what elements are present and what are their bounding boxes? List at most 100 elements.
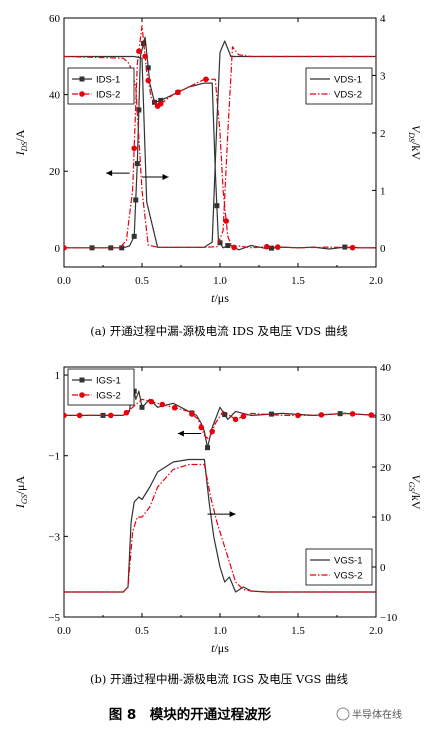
- series-group: [64, 382, 376, 593]
- watermark-text: 半导体在线: [352, 708, 402, 721]
- y-left-tick-label: 0: [55, 243, 61, 255]
- y-left-tick-label: 20: [49, 166, 61, 178]
- y-left-tick-label: 60: [49, 13, 61, 25]
- legend-left-marker: [79, 377, 85, 383]
- legend-right-box: [305, 548, 373, 586]
- y-left-tick-label: −5: [48, 612, 60, 624]
- x-tick-label: 0.0: [57, 625, 71, 637]
- y-left-axis-label-unit: /μA: [13, 476, 27, 495]
- series-marker-igs-2: [123, 409, 130, 416]
- x-axis-label-var: t: [211, 641, 215, 655]
- series-group: [64, 25, 376, 251]
- series-marker-igs-1: [205, 445, 211, 451]
- series-marker-ids-2: [136, 48, 142, 54]
- y-left-axis-label-sub: GS: [20, 494, 29, 504]
- series-marker-ids-2: [264, 243, 270, 250]
- y-left-tick-label: −3: [48, 531, 60, 543]
- y-right-axis-label: VDS/kV: [407, 125, 423, 160]
- y-right-axis-label-unit: /kV: [409, 492, 423, 510]
- y-left-tick-label: 40: [49, 90, 61, 102]
- series-marker-igs-1: [337, 411, 343, 417]
- x-tick-label: 1.0: [213, 275, 227, 287]
- legend-left-marker: [79, 76, 85, 82]
- series-marker-ids-2: [274, 244, 281, 250]
- x-axis-label-unit: /μs: [214, 291, 229, 305]
- series-marker-igs-2: [159, 401, 166, 408]
- arrow-right-head: [162, 173, 169, 180]
- watermark: 半导体在线: [336, 707, 402, 721]
- series-marker-igs-2: [76, 412, 83, 419]
- x-tick-label: 1.5: [291, 625, 305, 637]
- caption-a: (a) 开通过程中漏-源极电流 IDS 及电压 VDS 曲线: [90, 324, 348, 338]
- legend-right-entry: VDS-2: [334, 90, 362, 101]
- series-marker-ids-1: [133, 197, 139, 203]
- y-left-axis-label: IGS/μA: [13, 476, 29, 510]
- series-marker-ids-1: [217, 240, 223, 246]
- panel-b-chart: 0.0 0.5 1.0 1.5 2.0−5−3−11−10010203040t/μsIG…: [13, 362, 423, 655]
- legend-left-entry: IDS-1: [96, 75, 120, 86]
- series-marker-ids-2: [349, 244, 356, 251]
- x-tick-label: 2.0: [369, 625, 383, 637]
- series-marker-ids-1: [214, 203, 220, 209]
- series-marker-igs-2: [171, 404, 178, 411]
- series-marker-ids-2: [231, 244, 237, 251]
- y-right-tick-label: 0: [380, 243, 386, 255]
- y-right-tick-label: 2: [380, 128, 386, 140]
- series-line-igs-2: [64, 398, 376, 441]
- series-marker-igs-2: [209, 428, 215, 435]
- series-marker-ids-2: [157, 101, 164, 107]
- y-right-tick-label: 3: [380, 70, 386, 82]
- y-right-axis-label-main: V: [409, 125, 423, 134]
- series-marker-igs-2: [108, 412, 114, 419]
- y-right-tick-label: 0: [380, 562, 386, 574]
- series-marker-igs-1: [222, 412, 228, 418]
- y-left-axis-label-main: I: [13, 503, 27, 509]
- y-right-tick-label: 4: [380, 13, 386, 25]
- series-marker-ids-2: [145, 77, 152, 84]
- series-line-vgs-1: [64, 458, 376, 593]
- legend-left-entry: IGS-1: [96, 376, 121, 387]
- series-marker-ids-2: [203, 76, 209, 83]
- series-marker-igs-2: [189, 411, 195, 417]
- series-marker-igs-2: [64, 412, 67, 419]
- series-marker-ids-1: [131, 233, 137, 239]
- series-marker-igs-2: [198, 424, 205, 431]
- arrow-left-head: [106, 170, 113, 177]
- series-marker-ids-2: [131, 145, 137, 152]
- y-right-axis-label-main: V: [409, 474, 423, 483]
- series-marker-ids-1: [268, 245, 274, 251]
- series-marker-igs-1: [268, 411, 274, 417]
- y-right-axis-label-unit: /kV: [409, 142, 423, 160]
- y-right-tick-label: 10: [380, 512, 392, 524]
- y-right-tick-label: 30: [380, 412, 392, 424]
- legend-right-entry: VGS-1: [334, 556, 363, 567]
- series-marker-ids-2: [64, 245, 67, 251]
- x-axis-label: t/μs: [211, 291, 229, 305]
- series-marker-igs-2: [240, 413, 247, 420]
- series-marker-ids-2: [175, 89, 181, 96]
- y-right-axis-label-sub: DS: [407, 131, 416, 142]
- arrow-left-head: [177, 430, 184, 437]
- series-marker-igs-2: [368, 412, 375, 418]
- series-marker-ids-1: [225, 243, 231, 249]
- series-marker-ids-1: [158, 97, 164, 103]
- y-right-tick-label: 40: [380, 362, 392, 374]
- legend-left: IGS-1 IGS-2: [67, 368, 135, 406]
- legend-right-entry: VGS-2: [334, 571, 363, 582]
- x-axis-label-var: t: [211, 291, 215, 305]
- legend-left-marker: [79, 392, 85, 398]
- x-tick-label: 2.0: [369, 275, 383, 287]
- arrow-right-head: [229, 511, 236, 518]
- x-tick-label: 0.5: [135, 625, 149, 637]
- legend-left-entry: IDS-2: [96, 90, 120, 101]
- y-right-tick-label: 1: [380, 185, 386, 197]
- figure-title: 图 8 模块的开通过程波形: [109, 706, 272, 723]
- y-left-axis-label-main: I: [13, 150, 27, 156]
- series-line-vds-1: [64, 40, 376, 248]
- series-marker-ids-2: [142, 53, 148, 60]
- y-left-axis-label-unit: /A: [13, 129, 27, 141]
- legend-left-entry: IGS-2: [96, 391, 121, 402]
- series-marker-igs-2: [318, 412, 325, 418]
- y-right-tick-label: 20: [380, 462, 392, 474]
- x-axis-label: t/μs: [211, 641, 229, 655]
